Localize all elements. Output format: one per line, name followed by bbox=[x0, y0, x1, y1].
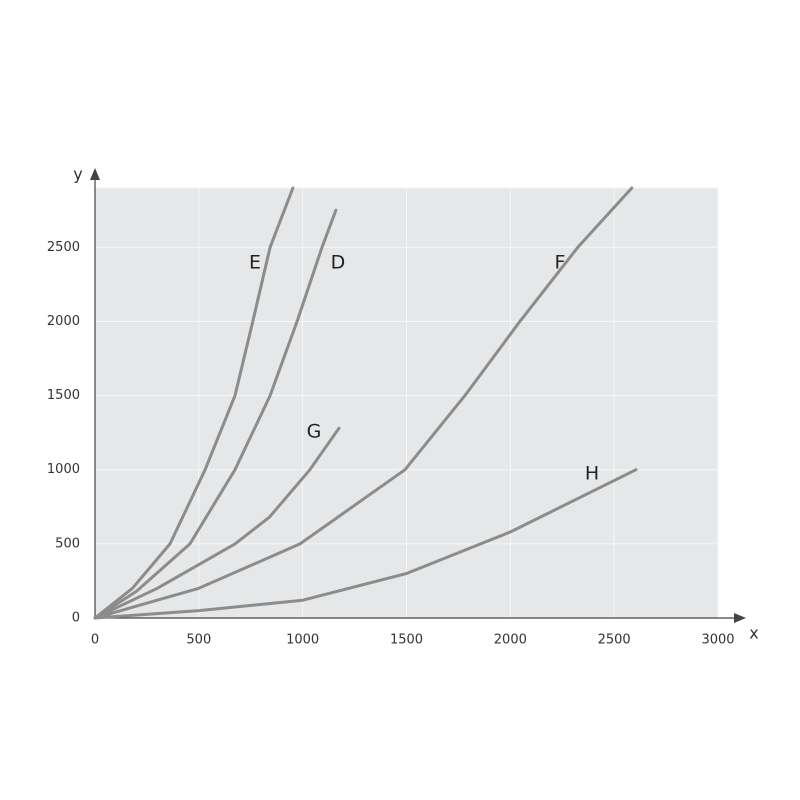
line-series bbox=[93, 426, 341, 620]
y-axis-label: y bbox=[73, 165, 82, 184]
x-axis-arrow bbox=[734, 613, 746, 623]
y-tick-label: 1500 bbox=[47, 388, 80, 403]
y-tick-label: 0 bbox=[72, 611, 80, 626]
x-tick-label: 1500 bbox=[390, 633, 423, 648]
line-series bbox=[93, 186, 634, 620]
line-series bbox=[93, 186, 295, 620]
y-tick-label: 500 bbox=[55, 536, 80, 551]
x-tick-label: 2000 bbox=[494, 633, 527, 648]
series-label: G bbox=[307, 421, 322, 443]
x-tick-label: 1000 bbox=[286, 633, 319, 648]
x-tick-label: 500 bbox=[186, 633, 211, 648]
series-label: H bbox=[585, 463, 599, 485]
y-tick-label: 1000 bbox=[47, 462, 80, 477]
series-label: D bbox=[331, 252, 346, 274]
line-series bbox=[93, 468, 638, 620]
series-label: E bbox=[249, 252, 261, 274]
line-series bbox=[93, 208, 338, 620]
x-tick-label: 3000 bbox=[701, 633, 734, 648]
y-tick-label: 2500 bbox=[47, 240, 80, 255]
x-tick-label: 2500 bbox=[598, 633, 631, 648]
x-tick-label: 0 bbox=[91, 633, 99, 648]
y-axis-arrow bbox=[90, 168, 100, 180]
series-label: F bbox=[555, 252, 566, 274]
x-axis-label: x bbox=[749, 624, 758, 643]
y-tick-label: 2000 bbox=[47, 314, 80, 329]
